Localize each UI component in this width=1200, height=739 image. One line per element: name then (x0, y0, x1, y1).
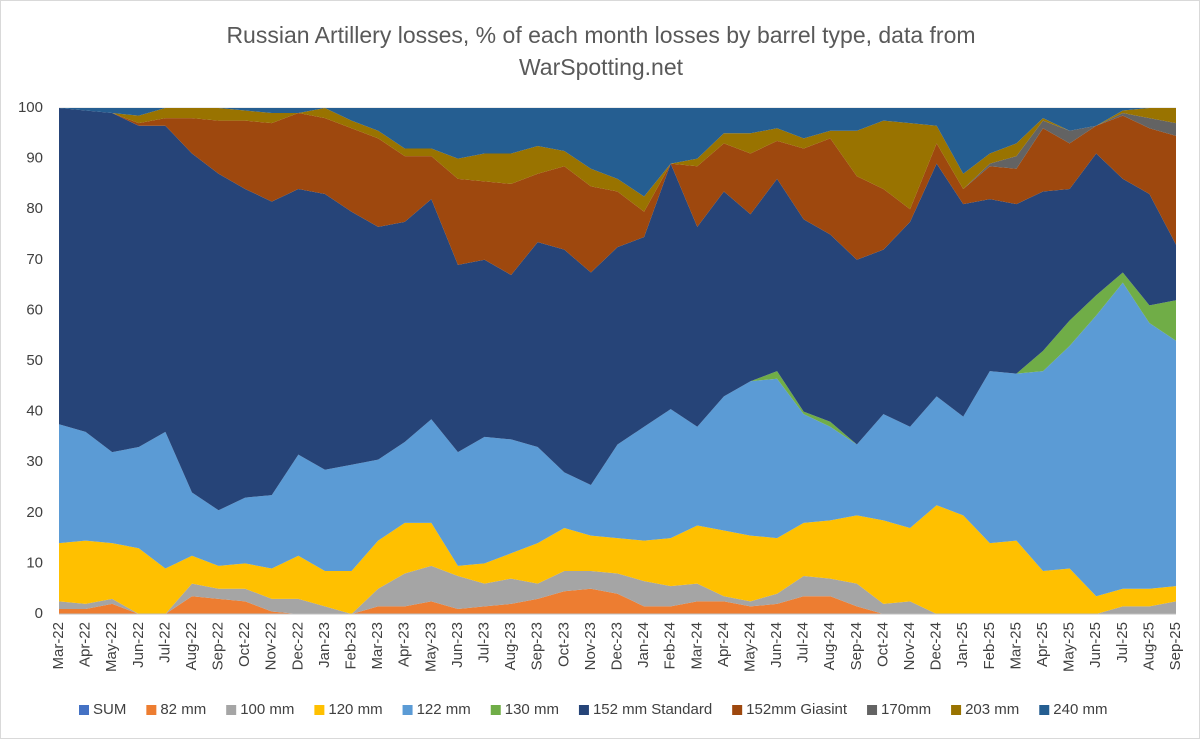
y-tick-label: 10 (26, 554, 43, 571)
area (59, 505, 1176, 614)
x-tick-label: Mar-24 (688, 622, 705, 670)
x-tick-label: Feb-25 (981, 622, 998, 670)
x-tick-label: Apr-25 (1034, 622, 1051, 667)
area (59, 108, 1176, 511)
x-tick-label: Jan-25 (954, 622, 971, 668)
x-tick-label: Aug-24 (821, 622, 838, 670)
legend-label: 240 mm (1053, 701, 1107, 718)
y-tick-label: 70 (26, 251, 43, 268)
x-tick-label: Oct-23 (555, 622, 572, 667)
x-tick-label: Mar-25 (1007, 622, 1024, 670)
area (59, 108, 1176, 197)
legend-swatch (314, 705, 325, 715)
x-tick-label: Sep-25 (1167, 622, 1184, 670)
x-tick-label: Sep-23 (529, 622, 546, 670)
x-tick-label: May-23 (422, 622, 439, 672)
legend: SUM 82 mm 100 mm 120 mm 122 mm 130 mm 152 mm S… (79, 701, 1107, 718)
y-tick-label: 60 (26, 301, 43, 318)
y-tick-label: 20 (26, 504, 43, 521)
x-tick-label: Nov-22 (263, 622, 280, 670)
x-tick-label: Feb-24 (662, 622, 679, 670)
x-tick-label: Jan-23 (316, 622, 333, 668)
x-tick-label: Dec-22 (289, 622, 306, 670)
legend-label: 152mm Giasint (746, 701, 848, 718)
chart-title: Russian Artillery losses, % of each mont… (226, 22, 976, 80)
x-tick-label: Mar-22 (50, 622, 67, 670)
legend-label: 170mm (881, 701, 931, 718)
legend-swatch (951, 705, 962, 715)
area (59, 588, 1176, 614)
y-tick-label: 0 (35, 605, 43, 622)
x-tick-label: Jun-24 (768, 622, 785, 668)
y-tick-label: 30 (26, 453, 43, 470)
x-tick-label: Mar-23 (369, 622, 386, 670)
x-tick-label: May-24 (741, 622, 758, 672)
x-tick-label: Apr-22 (77, 622, 94, 667)
legend-swatch (146, 705, 157, 715)
x-tick-label: Dec-24 (928, 622, 945, 670)
legend-swatch (578, 705, 589, 715)
legend-label: SUM (93, 701, 126, 718)
legend-swatch (79, 705, 89, 715)
x-tick-label: Jul-25 (1114, 622, 1131, 663)
legend-swatch (226, 705, 237, 715)
x-tick-label: Nov-24 (901, 622, 918, 670)
x-tick-label: Oct-22 (236, 622, 253, 667)
legend-label: 203 mm (965, 701, 1019, 718)
legend-label: 120 mm (328, 701, 382, 718)
x-tick-label: Aug-22 (183, 622, 200, 670)
legend-label: 130 mm (505, 701, 559, 718)
x-tick-label: May-25 (1061, 622, 1078, 672)
x-tick-label: Jun-23 (449, 622, 466, 668)
legend-swatch (732, 705, 743, 715)
x-tick-label: Jul-23 (475, 622, 492, 663)
y-tick-label: 40 (26, 403, 43, 420)
x-tick-label: Feb-23 (343, 622, 360, 670)
legend-label: 152 mm Standard (593, 701, 712, 718)
x-tick-label: Sep-22 (210, 622, 227, 670)
legend-swatch (490, 705, 501, 715)
x-tick-label: Aug-25 (1140, 622, 1157, 670)
legend-swatch (867, 705, 878, 715)
x-tick-label: Sep-24 (848, 622, 865, 670)
legend-swatch (402, 705, 413, 715)
x-tick-label: Jun-25 (1087, 622, 1104, 668)
area (59, 565, 1176, 614)
legend-label: 100 mm (240, 701, 294, 718)
x-tick-label: Jun-22 (130, 622, 147, 668)
x-tick-label: Dec-23 (608, 622, 625, 670)
x-tick-label: May-22 (103, 622, 120, 672)
y-tick-label: 100 (18, 99, 43, 116)
y-tick-label: 90 (26, 150, 43, 167)
x-tick-label: Oct-24 (874, 622, 891, 667)
area (59, 282, 1176, 597)
y-tick-label: 80 (26, 200, 43, 217)
legend-label: 122 mm (417, 701, 471, 718)
x-tick-label: Apr-24 (715, 622, 732, 667)
legend-swatch (1039, 705, 1050, 715)
x-tick-label: Apr-23 (396, 622, 413, 667)
x-tick-label: Jul-24 (795, 622, 812, 663)
x-tick-label: Jan-24 (635, 622, 652, 668)
y-tick-label: 50 (26, 352, 43, 369)
x-tick-label: Nov-23 (582, 622, 599, 670)
legend-label: 82 mm (160, 701, 206, 718)
x-tick-label: Aug-23 (502, 622, 519, 670)
area (59, 108, 1176, 212)
x-tick-label: Jul-22 (156, 622, 173, 663)
